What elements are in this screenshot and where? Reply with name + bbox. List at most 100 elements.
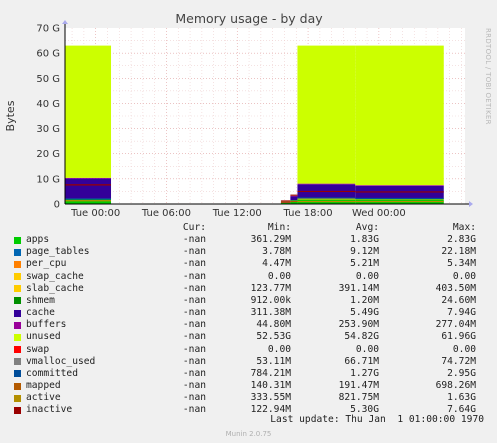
legend-row-unused: unused -nan 52.53G 54.82G 61.96G xyxy=(14,331,490,343)
legend-name: swap_cache xyxy=(26,270,84,282)
area-unused xyxy=(65,45,112,178)
legend-max: 0.00 xyxy=(452,343,476,355)
y-tick-label: 70 G xyxy=(36,24,60,35)
legend-max: 61.96G xyxy=(441,331,476,343)
legend-avg: 66.71M xyxy=(344,355,379,367)
legend-name: committed xyxy=(26,367,78,379)
legend-avg: 9.12M xyxy=(350,246,379,258)
legend: Cur: Min: Avg: Max: apps -nan 361.29M 1.83G… xyxy=(14,222,490,417)
legend-min: 784.21M xyxy=(250,367,291,379)
x-tick-label: Tue 00:00 xyxy=(70,208,120,219)
legend-header-max: Max: xyxy=(452,222,476,233)
munin-version: Munin 2.0.75 xyxy=(225,430,272,438)
x-tick-labels: Tue 00:00 Tue 06:00 Tue 12:00 Tue 18:00 Wed … xyxy=(70,208,406,219)
y-tick-label: 60 G xyxy=(36,49,60,60)
legend-swatch xyxy=(14,297,21,305)
legend-min: 4.47M xyxy=(262,258,291,270)
legend-max: 698.26M xyxy=(435,380,476,392)
legend-row-cache: cache -nan 311.38M 5.49G 7.94G xyxy=(14,307,490,319)
area-cache xyxy=(290,196,298,201)
legend-cur: -nan xyxy=(182,307,206,319)
legend-min: 0.00 xyxy=(267,270,291,282)
y-axis-label: Bytes xyxy=(4,100,17,131)
legend-cur: -nan xyxy=(182,355,206,367)
legend-max: 7.64G xyxy=(447,404,476,416)
x-tick-label: Tue 12:00 xyxy=(212,208,262,219)
y-tick-label: 40 G xyxy=(36,99,60,110)
legend-name: per_cpu xyxy=(26,258,67,270)
legend-cur: -nan xyxy=(182,367,206,379)
legend-swatch xyxy=(14,273,21,281)
legend-max: 74.72M xyxy=(441,355,476,367)
area-apps xyxy=(280,202,291,204)
legend-name: page_tables xyxy=(26,246,90,258)
legend-max: 7.94G xyxy=(447,307,476,319)
legend-cur: -nan xyxy=(182,404,206,416)
legend-min: 52.53G xyxy=(256,331,291,343)
legend-row-vmalloc-used: vmalloc_used -nan 53.11M 66.71M 74.72M xyxy=(14,356,490,368)
legend-avg: 5.49G xyxy=(350,307,379,319)
legend-row-committed: committed -nan 784.21M 1.27G 2.95G xyxy=(14,368,490,380)
legend-avg: 5.30G xyxy=(350,404,379,416)
legend-name: vmalloc_used xyxy=(26,355,96,367)
legend-name: mapped xyxy=(26,380,61,392)
legend-cur: -nan xyxy=(182,270,206,282)
series-lines xyxy=(65,184,444,203)
legend-swatch xyxy=(14,382,21,390)
legend-avg: 821.75M xyxy=(338,392,379,404)
legend-rows: apps -nan 361.29M 1.83G 2.83G page_tables -nan… xyxy=(14,234,490,416)
legend-avg: 1.83G xyxy=(350,234,379,246)
legend-swatch xyxy=(14,406,21,414)
legend-min: 123.77M xyxy=(250,282,291,294)
legend-max: 22.18M xyxy=(441,246,476,258)
legend-max: 24.60M xyxy=(441,294,476,306)
legend-cur: -nan xyxy=(182,234,206,246)
area-apps xyxy=(290,200,298,204)
legend-swatch xyxy=(14,358,21,366)
legend-name: buffers xyxy=(26,319,67,331)
legend-swatch xyxy=(14,260,21,268)
axes xyxy=(62,20,473,207)
legend-max: 1.63G xyxy=(447,392,476,404)
legend-swatch xyxy=(14,394,21,402)
x-tick-label: Wed 00:00 xyxy=(352,208,406,219)
y-tick-label: 10 G xyxy=(36,174,60,185)
legend-header-min: Min: xyxy=(267,222,291,233)
area-buffers xyxy=(65,177,112,179)
y-tick-label: 50 G xyxy=(36,74,60,85)
area-cache xyxy=(65,178,112,199)
legend-name: active xyxy=(26,392,61,404)
y-tick-label: 0 xyxy=(54,200,60,211)
legend-avg: 191.47M xyxy=(338,380,379,392)
legend-min: 0.00 xyxy=(267,343,291,355)
legend-cur: -nan xyxy=(182,380,206,392)
legend-max: 403.50M xyxy=(435,282,476,294)
legend-swatch xyxy=(14,370,21,378)
legend-cur: -nan xyxy=(182,294,206,306)
legend-avg: 1.20M xyxy=(350,294,379,306)
legend-swatch xyxy=(14,309,21,317)
legend-row-page-tables: page_tables -nan 3.78M 9.12M 22.18M xyxy=(14,246,490,258)
y-tick-labels: 0 10 G 20 G 30 G 40 G 50 G 60 G 70 G xyxy=(36,24,60,211)
legend-header-avg: Avg: xyxy=(355,222,379,233)
legend-min: 3.78M xyxy=(262,246,291,258)
legend-avg: 5.21M xyxy=(350,258,379,270)
legend-name: cache xyxy=(26,307,55,319)
legend-cur: -nan xyxy=(182,282,206,294)
legend-cur: -nan xyxy=(182,331,206,343)
rrdtool-credit: RRDTOOL / TOBI OETIKER xyxy=(484,28,492,125)
legend-row-swap-cache: swap_cache -nan 0.00 0.00 0.00 xyxy=(14,271,490,283)
legend-swatch xyxy=(14,333,21,341)
area-slab-cache xyxy=(297,198,356,200)
legend-name: unused xyxy=(26,331,61,343)
area-unused xyxy=(297,45,356,184)
legend-row-mapped: mapped -nan 140.31M 191.47M 698.26M xyxy=(14,380,490,392)
legend-row-swap: swap -nan 0.00 0.00 0.00 xyxy=(14,344,490,356)
legend-row-buffers: buffers -nan 44.80M 253.90M 277.04M xyxy=(14,319,490,331)
legend-min: 44.80M xyxy=(256,319,291,331)
y-axis-arrow xyxy=(62,20,68,24)
legend-min: 912.00k xyxy=(250,294,291,306)
area-apps xyxy=(65,199,112,204)
last-update: Last update: Thu Jan 1 01:00:00 1970 xyxy=(270,414,484,425)
legend-max: 0.00 xyxy=(452,270,476,282)
